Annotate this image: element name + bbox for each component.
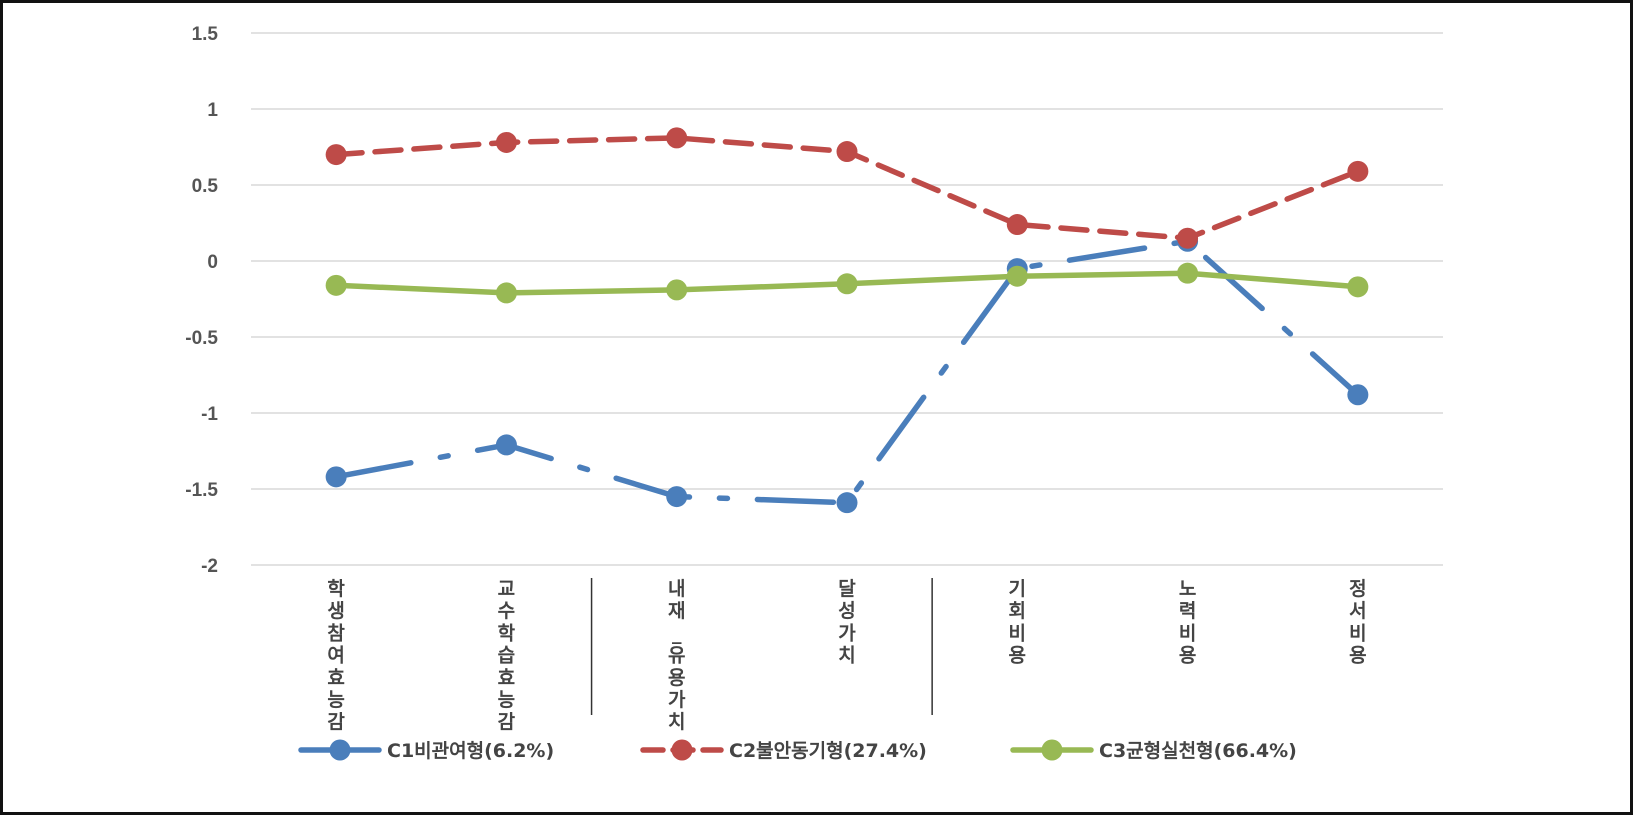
legend-item: C3균형실천형(66.4%) (1010, 739, 1297, 762)
legend-swatch-marker (329, 739, 351, 761)
y-axis-tick-labels: 1.5 1 0.5 0 -0.5 -1 -1.5 -2 (185, 24, 218, 577)
y-tick-label: -1 (201, 404, 218, 425)
data-point (1177, 227, 1199, 249)
y-tick-label: 0 (207, 252, 218, 273)
data-point (836, 273, 858, 295)
data-point (1347, 276, 1369, 298)
legend-label: C1비관여형(6.2%) (387, 740, 554, 762)
data-point (325, 466, 347, 488)
data-point (495, 282, 517, 304)
series-3 (325, 262, 1369, 304)
category-dividers (590, 578, 933, 715)
data-point (836, 141, 858, 163)
data-point (325, 144, 347, 166)
data-point (666, 486, 688, 508)
series-lines (325, 127, 1369, 514)
y-tick-label: -1.5 (185, 480, 218, 501)
data-point (1177, 262, 1199, 284)
y-tick-label: 0.5 (192, 176, 219, 197)
legend-swatch-marker (1041, 739, 1063, 761)
legend-swatch-marker (671, 739, 693, 761)
y-tick-label: 1.5 (192, 24, 219, 45)
data-point (495, 131, 517, 153)
legend-label: C3균형실천형(66.4%) (1099, 740, 1297, 762)
series-2 (325, 127, 1369, 249)
data-point (495, 434, 517, 456)
data-point (1347, 384, 1369, 406)
y-tick-label: -0.5 (185, 328, 218, 349)
line-chart: 1.5 1 0.5 0 -0.5 -1 -1.5 -2 학 생 참 여 효 능 감 교 수 학 습 효 능 감 내 재 _ 유 용… (185, 24, 1443, 762)
data-point (1006, 214, 1028, 236)
y-tick-label: -2 (201, 556, 218, 577)
series-1 (325, 230, 1369, 514)
data-point (666, 127, 688, 149)
legend-item: C2불안동기형(27.4%) (640, 739, 927, 762)
x-category-label: 내 재 _ 유 용 가 치 (668, 578, 686, 733)
legend-label: C2불안동기형(27.4%) (729, 740, 927, 762)
legend-item: C1비관여형(6.2%) (298, 739, 554, 762)
data-point (666, 279, 688, 301)
data-point (836, 492, 858, 514)
x-axis-category-labels: 학 생 참 여 효 능 감 교 수 학 습 효 능 감 내 재 _ 유 용 가 치 달 성 가 치 기 회 비 용 노 력 비 용 정 서 비 용 (327, 578, 1366, 733)
y-tick-label: 1 (207, 100, 218, 121)
legend: C1비관여형(6.2%) C2불안동기형(27.4%) C3균형실천형(66.4%) (298, 739, 1297, 762)
data-point (1347, 160, 1369, 182)
gridlines (251, 32, 1443, 566)
data-point (1006, 265, 1028, 287)
data-point (325, 274, 347, 296)
